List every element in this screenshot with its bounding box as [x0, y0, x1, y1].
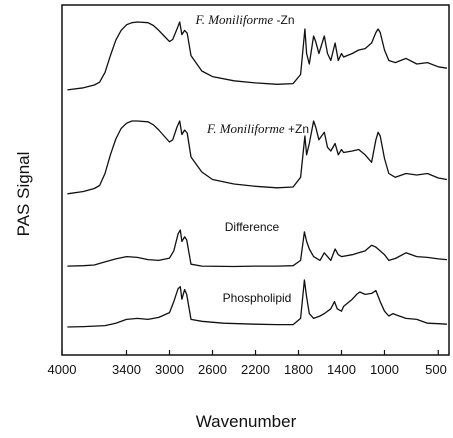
series-label-part: +Zn	[285, 122, 309, 136]
x-tick-label: 4000	[48, 362, 77, 377]
x-tick-label: 3000	[155, 362, 184, 377]
series-label-part: F. Moniliforme	[206, 121, 285, 136]
series-label-1: F. Moniliforme -Zn	[194, 12, 294, 27]
series-label-part: -Zn	[273, 13, 294, 27]
series-label-3: Difference	[225, 220, 280, 234]
trace-labels: F. Moniliforme -ZnF. Moniliforme +ZnDiff…	[194, 12, 309, 305]
series-line-3	[67, 229, 447, 268]
x-tick-label: 2600	[198, 362, 227, 377]
series-line-4	[67, 279, 447, 328]
x-tick-label: 1000	[370, 362, 399, 377]
series-label-part: Difference	[225, 220, 280, 234]
series-line-2	[67, 120, 448, 195]
x-tick-label: 2200	[241, 362, 270, 377]
x-tick-label: 500	[425, 362, 447, 377]
series-label-4: Phospholipid	[223, 291, 292, 305]
x-axis-ticks: 4000 3400 3000 2600 2200 1800 1400 1000 500	[48, 350, 447, 377]
series-label-part: Phospholipid	[223, 291, 292, 305]
y-axis-title: PAS Signal	[14, 152, 33, 237]
x-axis-title: Wavenumber	[196, 412, 297, 431]
x-tick-label: 3400	[112, 362, 141, 377]
traces	[67, 21, 448, 328]
x-tick-label: 1400	[327, 362, 356, 377]
series-label-2: F. Moniliforme +Zn	[206, 121, 309, 136]
series-line-1	[67, 21, 448, 91]
series-label-part: F. Moniliforme	[194, 12, 273, 27]
x-tick-label: 1800	[284, 362, 313, 377]
